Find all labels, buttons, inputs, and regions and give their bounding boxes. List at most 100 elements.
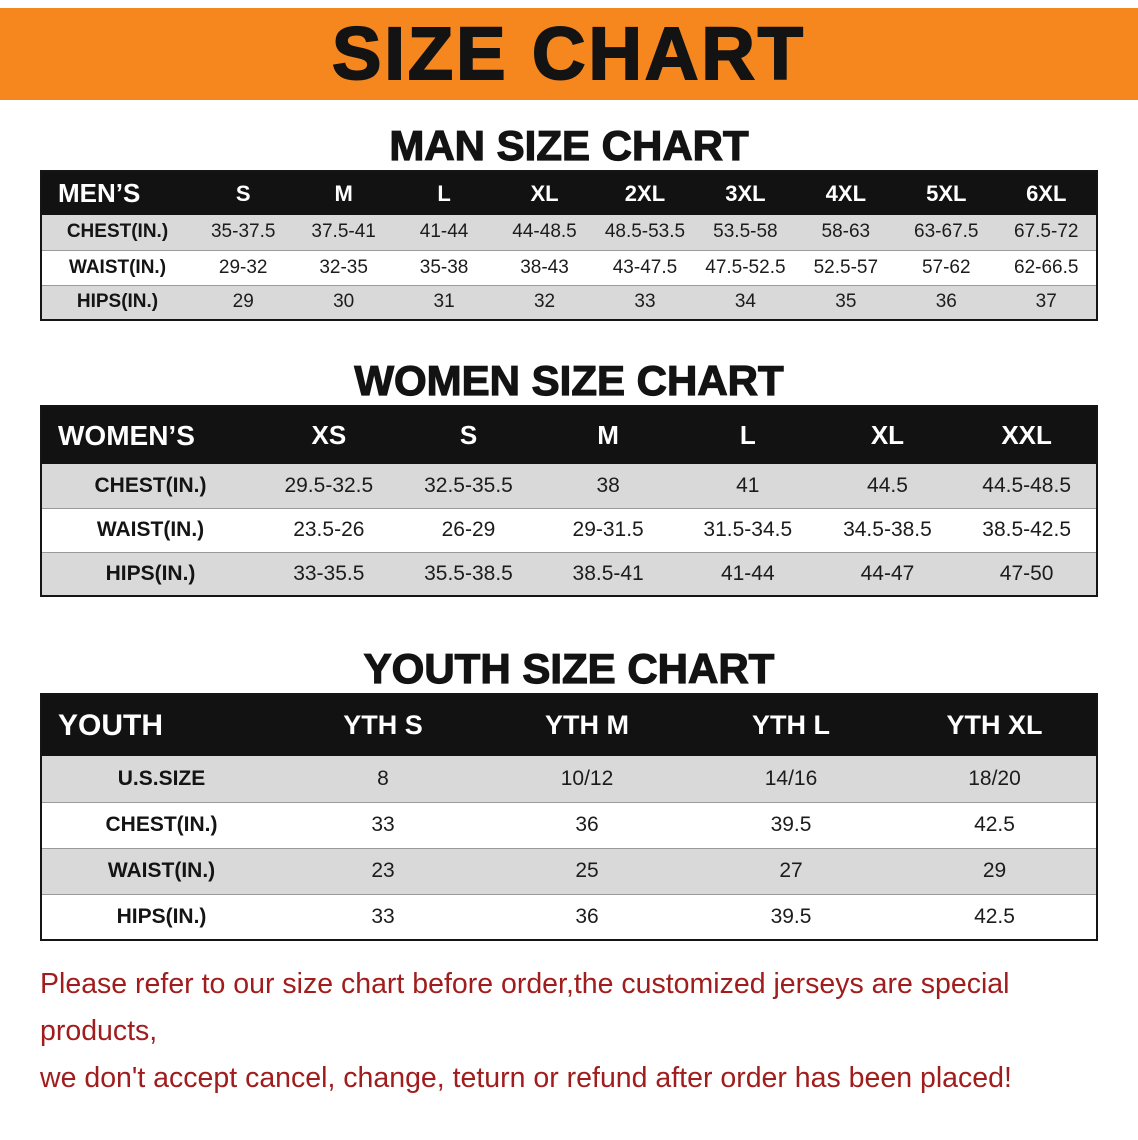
size-value: 58-63 (821, 221, 871, 243)
size-value: 36 (935, 291, 957, 313)
size-value: 35-38 (419, 256, 469, 278)
size-column-header: S (398, 406, 539, 464)
size-value: 44-48.5 (512, 221, 577, 243)
size-column-header: XS (259, 406, 399, 464)
size-value: 48.5-53.5 (604, 221, 686, 243)
size-chart-page: SIZE CHART MAN SIZE CHART MEN’S S M L XL 2XL 3… (0, 8, 1138, 1102)
size-value: 34.5-38.5 (843, 518, 932, 541)
size-value: 23 (371, 859, 395, 882)
size-value: 34 (734, 291, 756, 313)
size-value: 38.5-41 (572, 561, 644, 585)
size-value: 36 (575, 904, 599, 928)
size-value: 38.5-42.5 (982, 518, 1072, 541)
size-value: 31.5-34.5 (703, 518, 793, 541)
size-column-header: 6XL (996, 171, 1097, 215)
size-value: 38 (596, 473, 620, 497)
size-value: 25 (575, 859, 599, 882)
size-column-header: 4XL (795, 171, 897, 215)
size-value: 67.5-72 (1014, 221, 1079, 243)
row-label: WAIST(IN.) (68, 256, 167, 278)
size-value: 39.5 (770, 813, 812, 836)
size-column-header: L (677, 406, 818, 464)
table-row: HIPS(IN.) 33 36 39.5 42.5 (41, 894, 1097, 940)
size-value: 42.5 (974, 813, 1015, 836)
row-label: U.S.SIZE (117, 766, 206, 790)
table-row: HIPS(IN.) 33-35.5 35.5-38.5 38.5-41 41-44 44-… (41, 552, 1097, 596)
size-value: 18/20 (968, 766, 1021, 790)
men-size-table: MEN’S S M L XL 2XL 3XL 4XL 5XL 6XL CHEST(IN.) 35-37… (40, 170, 1098, 321)
row-label: WAIST(IN.) (96, 518, 205, 541)
youth-size-table: YOUTH YTH S YTH M YTH L YTH XL U.S.SIZE 8 10/12… (40, 693, 1098, 941)
size-value: 35.5-38.5 (424, 561, 513, 585)
table-title-cell: MEN’S (41, 171, 193, 215)
table-header-row: WOMEN’S XS S M L XL XXL (41, 406, 1097, 464)
size-column-header: 2XL (594, 171, 696, 215)
size-value: 33 (634, 291, 656, 313)
page-title: SIZE CHART (331, 12, 806, 95)
size-column-header: XXL (957, 406, 1097, 464)
men-size-section: MAN SIZE CHART MEN’S S M L XL 2XL 3XL 4XL 5XL 6XL… (0, 121, 1138, 321)
disclaimer-line-2: we don't accept cancel, change, teturn o… (40, 1062, 1012, 1094)
table-row: WAIST(IN.) 29-32 32-35 35-38 38-43 43-47.5 47.… (41, 250, 1097, 285)
size-value: 47-50 (999, 561, 1054, 585)
size-value: 14/16 (764, 766, 818, 790)
disclaimer-line-1: Please refer to our size chart before or… (40, 968, 1010, 1047)
size-value: 53.5-58 (713, 221, 778, 243)
size-value: 27 (779, 859, 803, 882)
size-value: 47.5-52.5 (705, 256, 786, 278)
size-value: 41-44 (720, 561, 775, 585)
size-value: 23.5-26 (293, 518, 365, 541)
table-row: CHEST(IN.) 33 36 39.5 42.5 (41, 802, 1097, 848)
size-column-header: M (293, 171, 394, 215)
row-label: CHEST(IN.) (94, 473, 207, 497)
size-value: 30 (333, 291, 355, 313)
banner: SIZE CHART (0, 8, 1138, 100)
table-title-cell: YOUTH (41, 694, 281, 756)
size-value: 57-62 (921, 256, 971, 278)
size-value: 29.5-32.5 (284, 473, 374, 497)
men-section-heading: MAN SIZE CHART (389, 121, 750, 169)
row-label: HIPS(IN.) (116, 904, 207, 928)
women-section-heading: WOMEN SIZE CHART (354, 356, 785, 404)
size-value: 44-47 (860, 561, 915, 585)
size-value: 29 (982, 859, 1007, 882)
size-column-header: M (538, 406, 678, 464)
size-column-header: XL (817, 406, 958, 464)
size-value: 33-35.5 (293, 561, 365, 585)
table-row: CHEST(IN.) 35-37.5 37.5-41 41-44 44-48.5 48.5… (41, 215, 1097, 250)
size-column-header: 5XL (896, 171, 997, 215)
size-value: 41-44 (419, 221, 469, 243)
size-value: 38-43 (520, 256, 569, 278)
table-row: U.S.SIZE 8 10/12 14/16 18/20 (41, 756, 1097, 802)
row-label: WAIST(IN.) (107, 859, 216, 882)
size-value: 35 (835, 291, 857, 313)
size-value: 37.5-41 (311, 221, 376, 243)
size-value: 63-67.5 (914, 221, 979, 243)
row-label: CHEST(IN.) (66, 221, 169, 243)
size-column-header: YTH L (689, 694, 893, 756)
table-title-cell: WOMEN’S (41, 406, 259, 464)
size-value: 33 (371, 813, 395, 836)
size-column-header: YTH M (485, 694, 689, 756)
size-value: 39.5 (770, 904, 812, 928)
youth-size-section: YOUTH SIZE CHART YOUTH YTH S YTH M YTH L YTH… (0, 644, 1138, 941)
size-column-header: 3XL (695, 171, 796, 215)
size-value: 31 (433, 291, 455, 313)
size-value: 44.5 (867, 473, 908, 497)
women-size-section: WOMEN SIZE CHART WOMEN’S XS S M L XL XXL CHEST(… (0, 356, 1138, 597)
row-label: HIPS(IN.) (76, 291, 159, 313)
size-column-header: S (193, 171, 294, 215)
table-row: CHEST(IN.) 29.5-32.5 32.5-35.5 38 41 44.5 44.5… (41, 464, 1097, 508)
size-value: 33 (371, 904, 395, 928)
row-label: HIPS(IN.) (105, 561, 196, 585)
size-value: 35-37.5 (210, 221, 276, 243)
table-row: WAIST(IN.) 23 25 27 29 (41, 848, 1097, 894)
size-value: 43-47.5 (612, 256, 678, 278)
size-value: 32 (533, 291, 556, 313)
size-value: 10/12 (560, 766, 614, 790)
table-row: HIPS(IN.) 29 30 31 32 33 34 35 36 37 (41, 285, 1097, 320)
size-column-header: YTH S (281, 694, 485, 756)
size-value: 29-32 (218, 256, 268, 278)
women-size-table: WOMEN’S XS S M L XL XXL CHEST(IN.) 29.5-32.5 32.5… (40, 405, 1098, 597)
size-value: 41 (736, 473, 760, 497)
